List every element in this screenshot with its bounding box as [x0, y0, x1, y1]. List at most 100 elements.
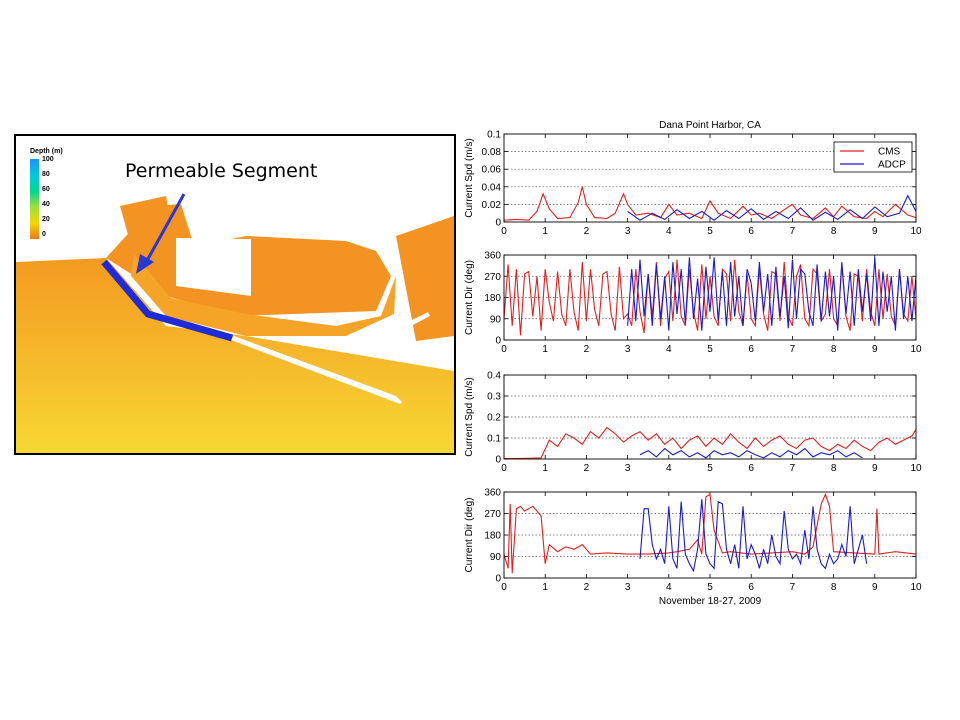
plot-frame	[503, 374, 917, 460]
chart-title: Dana Point Harbor, CA	[659, 120, 761, 131]
y-tick-label: 90	[490, 552, 502, 563]
legend-box	[833, 141, 913, 173]
x-tick-label: 2	[584, 582, 590, 593]
x-tick-label: 2	[584, 226, 590, 237]
depth-legend: Depth (m) 100 80 60 40 20 0	[30, 148, 90, 244]
plot-frame	[503, 133, 917, 223]
x-tick-label: 10	[910, 463, 922, 474]
x-axis-label: November 18-27, 2009	[659, 596, 762, 607]
y-tick-label: 0.1	[487, 130, 501, 141]
chart-panel-4: 0 90 180 270 360 0 1 2 3 4 5 6 7 8 9 10 Current Dir (deg…	[464, 488, 922, 608]
y-tick-label: 0	[495, 574, 501, 585]
x-tick-label: 1	[542, 344, 548, 355]
y-tick-label: 0	[495, 455, 501, 466]
y-axis-label: Current Spd (m/s)	[464, 377, 475, 456]
legend-color-bar	[30, 159, 39, 239]
x-tick-label: 9	[872, 226, 878, 237]
x-tick-label: 8	[831, 226, 837, 237]
x-tick-label: 3	[625, 344, 631, 355]
x-tick-label: 3	[625, 582, 631, 593]
x-tick-label: 8	[831, 344, 837, 355]
annotation-arrow-shaft	[142, 193, 186, 267]
y-axis-label: Current Spd (m/s)	[464, 138, 475, 217]
legend-entry-cms: CMS	[878, 147, 901, 158]
y-tick-label: 0.08	[482, 147, 502, 158]
x-tick-label: 6	[748, 582, 754, 593]
y-axis-label: Current Dir (deg)	[464, 260, 475, 335]
legend-label-100: 100	[42, 156, 54, 163]
x-tick-label: 7	[790, 226, 796, 237]
x-tick-label: 9	[872, 344, 878, 355]
x-tick-label: 6	[748, 344, 754, 355]
x-tick-label: 9	[872, 463, 878, 474]
y-tick-label: 270	[484, 272, 501, 283]
x-tick-label: 0	[501, 344, 507, 355]
x-tick-label: 0	[501, 582, 507, 593]
x-tick-label: 10	[910, 582, 922, 593]
x-tick-label: 0	[501, 226, 507, 237]
series-line-cms	[504, 186, 916, 221]
y-tick-label: 0	[495, 218, 501, 229]
harbor-east	[396, 216, 454, 341]
x-tick-label: 3	[625, 226, 631, 237]
legend-label-40: 40	[42, 201, 50, 208]
legend-label-0: 0	[42, 231, 46, 238]
x-tick-label: 7	[790, 582, 796, 593]
x-tick-label: 0	[501, 463, 507, 474]
shallow-channel	[131, 254, 396, 336]
series-line-cms	[504, 426, 916, 459]
permeable-segment-line	[101, 259, 233, 342]
legend-entry-adcp: ADCP	[878, 160, 906, 171]
x-tick-label: 1	[542, 463, 548, 474]
x-tick-label: 4	[666, 226, 672, 237]
x-tick-label: 7	[790, 344, 796, 355]
x-tick-label: 6	[748, 226, 754, 237]
chart-panel-1: 0 0.02 0.04 0.06 0.08 0.1 0 1 2 3 4 5 6 7 8 9 10 Current …	[464, 120, 922, 237]
series-line-adcp	[627, 257, 916, 331]
series-line-cms	[504, 492, 916, 574]
x-tick-label: 5	[707, 226, 713, 237]
plot-frame	[503, 491, 917, 579]
x-tick-label: 5	[707, 344, 713, 355]
legend-title: Depth (m)	[30, 148, 63, 155]
chart-panel-3: 0 0.1 0.2 0.3 0.4 0 1 2 3 4 5 6 7 8 9 10 Current Spd (m/…	[464, 371, 922, 475]
x-tick-label: 9	[872, 582, 878, 593]
x-tick-label: 8	[831, 582, 837, 593]
y-tick-label: 360	[484, 488, 501, 499]
x-tick-label: 6	[748, 463, 754, 474]
map-graphic	[16, 136, 454, 453]
y-tick-label: 360	[484, 251, 501, 262]
breakwater-white	[231, 336, 402, 404]
y-tick-label: 0.2	[487, 413, 501, 424]
y-tick-label: 90	[490, 314, 502, 325]
x-tick-label: 8	[831, 463, 837, 474]
y-tick-label: 270	[484, 509, 501, 520]
y-tick-label: 0.1	[487, 434, 501, 445]
series-line-adcp	[639, 447, 863, 459]
harbor-island	[248, 236, 346, 301]
y-tick-label: 0.02	[482, 200, 502, 211]
plot-frame	[503, 254, 917, 341]
legend-label-80: 80	[42, 171, 50, 178]
harbor-jetty-1	[176, 238, 251, 296]
y-axis-label: Current Dir (deg)	[464, 497, 475, 572]
chart-panel-2: 0 90 180 270 360 0 1 2 3 4 5 6 7 8 9 10 Current Dir (deg…	[464, 251, 922, 356]
series-line-cms	[504, 259, 916, 336]
series-line-adcp	[639, 499, 868, 573]
legend-label-60: 60	[42, 186, 50, 193]
x-tick-label: 1	[542, 226, 548, 237]
y-tick-label: 0.06	[482, 165, 502, 176]
x-tick-label: 7	[790, 463, 796, 474]
y-tick-label: 180	[484, 531, 501, 542]
x-tick-label: 5	[707, 582, 713, 593]
x-tick-label: 4	[666, 344, 672, 355]
series-line-adcp	[627, 194, 916, 221]
x-tick-label: 10	[910, 226, 922, 237]
y-tick-label: 0.04	[482, 182, 502, 193]
annotation-arrow-head	[136, 254, 154, 274]
y-tick-label: 0.4	[487, 371, 501, 382]
breakwater-east	[388, 312, 430, 336]
x-tick-label: 3	[625, 463, 631, 474]
y-tick-label: 180	[484, 293, 501, 304]
